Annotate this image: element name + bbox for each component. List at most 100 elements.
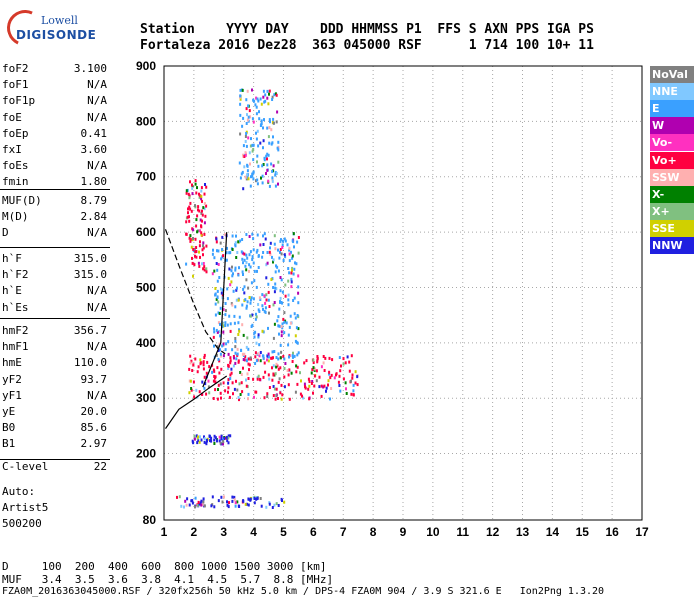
echo-point bbox=[203, 207, 206, 211]
param-value: 1.80 bbox=[80, 175, 108, 189]
echo-point bbox=[191, 186, 194, 190]
echo-point bbox=[232, 392, 234, 396]
echo-point bbox=[254, 103, 257, 107]
echo-point bbox=[248, 253, 251, 257]
echo-point bbox=[227, 436, 230, 440]
echo-point bbox=[234, 243, 237, 247]
echo-point bbox=[231, 274, 234, 278]
echo-point bbox=[270, 162, 273, 166]
echo-point bbox=[241, 257, 244, 261]
echo-point bbox=[247, 104, 250, 108]
echo-point bbox=[219, 441, 222, 445]
echo-point bbox=[189, 379, 192, 383]
echo-point bbox=[224, 324, 227, 327]
echo-point bbox=[266, 126, 269, 130]
param-value: 315.0 bbox=[73, 252, 107, 265]
echo-point bbox=[212, 397, 215, 400]
echo-cluster bbox=[185, 179, 208, 278]
echo-point bbox=[239, 239, 242, 243]
echo-point bbox=[195, 224, 198, 228]
echo-point bbox=[261, 293, 264, 297]
echo-point bbox=[291, 354, 294, 358]
echo-point bbox=[231, 348, 234, 352]
echo-point bbox=[231, 495, 234, 499]
echo-point bbox=[198, 440, 201, 444]
echo-point bbox=[247, 377, 250, 380]
echo-point bbox=[262, 163, 265, 166]
echo-point bbox=[257, 144, 260, 148]
echo-point bbox=[345, 392, 348, 395]
echo-point bbox=[215, 262, 218, 265]
param-label: hmE bbox=[2, 356, 22, 370]
echo-point bbox=[245, 378, 247, 382]
echo-point bbox=[265, 505, 268, 509]
echo-point bbox=[310, 371, 313, 375]
echo-point bbox=[260, 504, 263, 508]
param-value: N/A bbox=[87, 340, 107, 354]
echo-point bbox=[199, 218, 202, 222]
echo-point bbox=[214, 302, 217, 306]
echo-point bbox=[246, 89, 249, 93]
echo-point bbox=[288, 252, 291, 256]
echo-point bbox=[224, 313, 227, 317]
echo-point bbox=[316, 360, 319, 364]
echo-point bbox=[203, 356, 206, 359]
echo-point bbox=[242, 499, 245, 503]
echo-point bbox=[203, 435, 205, 439]
echo-point bbox=[289, 321, 292, 325]
echo-point bbox=[261, 255, 264, 259]
echo-point bbox=[297, 274, 300, 278]
echo-point bbox=[221, 344, 224, 348]
muf-row: MUF 3.4 3.5 3.6 3.8 4.1 4.5 5.7 8.8 [MHz… bbox=[2, 573, 334, 586]
echo-point bbox=[266, 89, 269, 93]
echo-point bbox=[198, 264, 201, 268]
echo-point bbox=[247, 392, 250, 396]
echo-point bbox=[266, 157, 268, 161]
echo-point bbox=[276, 110, 279, 114]
echo-point bbox=[279, 343, 282, 347]
echo-point bbox=[243, 291, 246, 295]
echo-point bbox=[256, 233, 259, 237]
echo-point bbox=[224, 436, 227, 440]
echo-point bbox=[262, 307, 264, 311]
param-label: h`F bbox=[2, 252, 22, 265]
echo-point bbox=[199, 194, 202, 198]
echo-point bbox=[188, 215, 190, 219]
param-label: foF2 bbox=[2, 62, 29, 75]
echo-point bbox=[294, 334, 297, 338]
echo-point bbox=[230, 367, 233, 371]
echo-point bbox=[253, 269, 256, 273]
echo-point bbox=[246, 173, 249, 177]
param-value: 110.0 bbox=[73, 356, 107, 370]
param-value: 356.7 bbox=[73, 324, 107, 337]
echo-point bbox=[238, 329, 241, 333]
echo-point bbox=[239, 94, 242, 98]
echo-point bbox=[210, 436, 213, 440]
echo-point bbox=[297, 251, 300, 255]
echo-point bbox=[200, 225, 203, 229]
echo-point bbox=[227, 378, 230, 382]
echo-point bbox=[221, 322, 224, 326]
echo-point bbox=[201, 380, 204, 384]
echo-point bbox=[258, 110, 260, 114]
echo-point bbox=[259, 298, 262, 301]
echo-point bbox=[248, 269, 250, 273]
echo-point bbox=[283, 375, 286, 379]
echo-point bbox=[197, 205, 200, 209]
echo-point bbox=[265, 293, 268, 297]
echo-point bbox=[257, 303, 260, 306]
echo-point bbox=[248, 368, 250, 372]
echo-point bbox=[240, 250, 243, 254]
echo-point bbox=[240, 373, 243, 376]
echo-point bbox=[287, 343, 290, 347]
echo-point bbox=[281, 393, 284, 397]
echo-point bbox=[219, 241, 222, 245]
echo-point bbox=[277, 504, 280, 507]
echo-point bbox=[211, 272, 214, 276]
echo-point bbox=[271, 141, 274, 145]
echo-point bbox=[233, 498, 236, 502]
echo-point bbox=[246, 163, 249, 167]
echo-point bbox=[269, 241, 272, 245]
echo-point bbox=[261, 304, 264, 308]
echo-point bbox=[251, 172, 254, 176]
